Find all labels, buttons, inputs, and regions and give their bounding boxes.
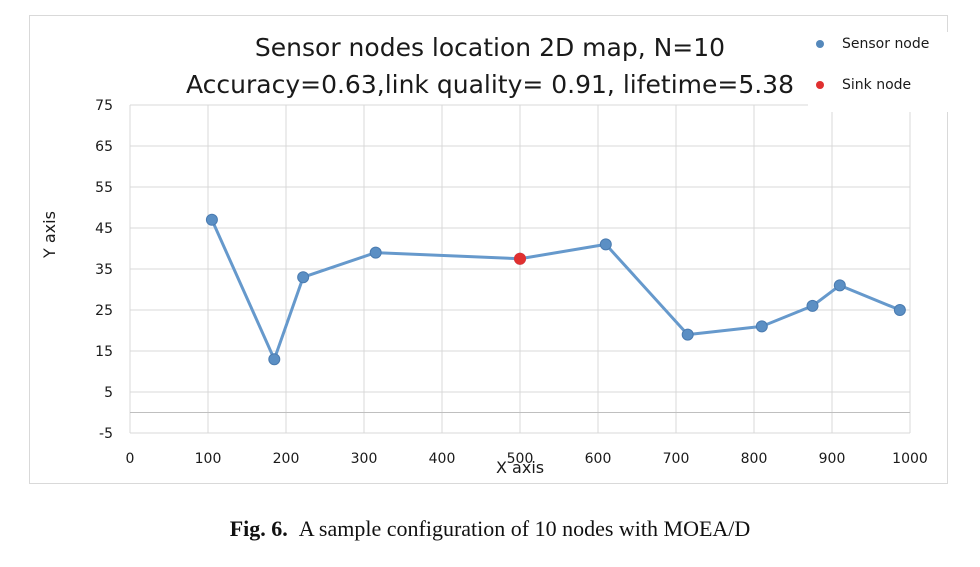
x-tick-label: 100 <box>195 451 222 467</box>
x-tick-label: 300 <box>351 451 378 467</box>
data-point-sensor <box>599 238 612 251</box>
data-point-sensor <box>205 213 218 226</box>
legend-label-sensor: Sensor node <box>842 36 930 52</box>
x-tick-label: 200 <box>273 451 300 467</box>
chart-title: Sensor nodes location 2D map, N=10 <box>254 33 726 62</box>
data-point-sensor <box>268 353 281 366</box>
chart-subtitle: Accuracy=0.63,link quality= 0.91, lifeti… <box>186 70 794 99</box>
x-tick-label: 800 <box>741 451 768 467</box>
y-axis-title: Y axis <box>40 211 59 258</box>
data-point-sensor <box>297 271 310 284</box>
x-tick-label: 0 <box>126 451 135 467</box>
caption-text: A sample configuration of 10 nodes with … <box>298 516 751 541</box>
y-tick-label: -5 <box>99 426 113 442</box>
legend: Sensor node Sink node <box>808 32 948 112</box>
y-tick-label: 25 <box>95 303 113 319</box>
tick-labels: 0 100 200 300 400 500 600 700 800 900 1000 -5 5 15 25 3… <box>95 98 928 467</box>
y-tick-label: 5 <box>104 385 113 401</box>
y-tick-label: 35 <box>95 262 113 278</box>
grid <box>129 104 911 434</box>
x-tick-label: 1000 <box>892 451 928 467</box>
y-tick-label: 75 <box>95 98 113 114</box>
data-point-sensor <box>833 279 846 292</box>
series-line-sensor <box>210 219 901 361</box>
x-tick-label: 600 <box>585 451 612 467</box>
y-tick-label: 65 <box>95 139 113 155</box>
data-point-sensor <box>369 246 382 259</box>
data-point-sensor <box>806 299 819 312</box>
y-tick-label: 55 <box>95 180 113 196</box>
x-tick-label: 400 <box>429 451 456 467</box>
legend-item-sensor-node: Sensor node <box>816 36 929 52</box>
legend-item-sink-node: Sink node <box>816 77 911 93</box>
figure-caption: Fig. 6. A sample configuration of 10 nod… <box>0 516 980 542</box>
y-tick-label: 45 <box>95 221 113 237</box>
chart-frame <box>29 15 948 484</box>
caption-label: Fig. 6. <box>229 516 288 541</box>
data-point-sensor <box>681 328 694 341</box>
legend-marker-sink <box>816 81 824 89</box>
y-tick-label: 15 <box>95 344 113 360</box>
data-point-sensor <box>755 320 768 333</box>
legend-marker-sensor <box>816 40 824 48</box>
x-tick-label: 700 <box>663 451 690 467</box>
x-tick-label: 900 <box>819 451 846 467</box>
x-tick-label: 500 <box>507 451 534 467</box>
data-point-sensor <box>893 304 906 316</box>
data-point-sink <box>514 252 526 265</box>
legend-label-sink: Sink node <box>842 77 912 93</box>
series <box>205 213 906 366</box>
x-axis-title: X axis <box>496 458 545 477</box>
